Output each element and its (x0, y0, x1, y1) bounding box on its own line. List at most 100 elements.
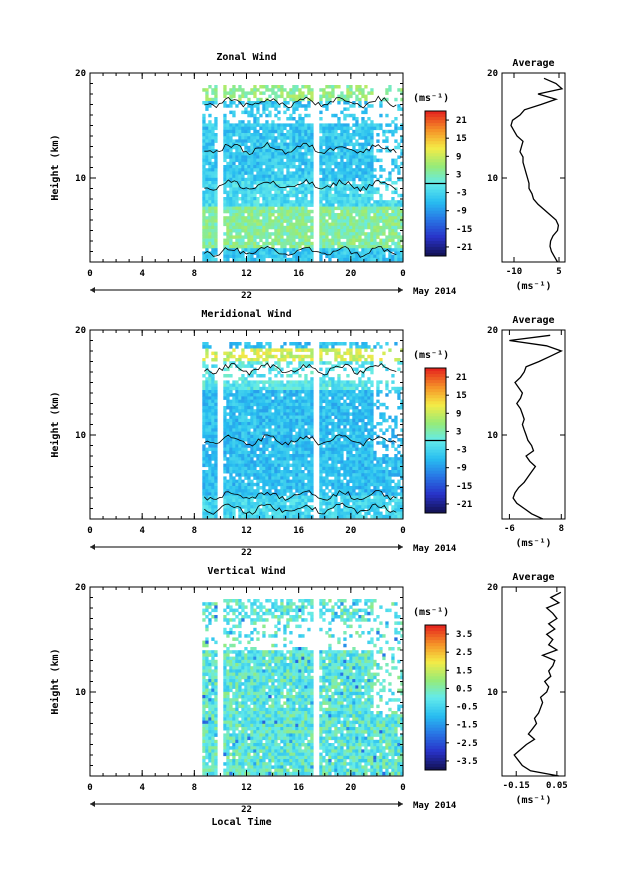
heatmap-cell (265, 88, 269, 92)
heatmap-cell (271, 390, 275, 394)
heatmap-cell (325, 466, 329, 471)
heatmap-cell (298, 222, 302, 227)
heatmap-cell (304, 505, 308, 509)
heatmap-cell (256, 187, 260, 191)
heatmap-cell (244, 498, 248, 503)
heatmap-cell (283, 225, 287, 230)
heatmap-cell (319, 165, 323, 169)
heatmap-cell (256, 184, 260, 188)
heatmap-cell (223, 219, 227, 223)
heatmap-cell (325, 94, 329, 99)
heatmap-cell (280, 418, 284, 423)
heatmap-cell (325, 181, 329, 185)
heatmap-cell (286, 241, 290, 246)
heatmap-cell (319, 431, 323, 436)
heatmap-cell (280, 415, 284, 420)
heatmap-cell (397, 107, 401, 111)
heatmap-cell (304, 248, 308, 252)
heatmap-cell (277, 184, 281, 188)
heatmap-cell (286, 457, 290, 461)
heatmap-cell (343, 171, 347, 175)
heatmap-cell (349, 203, 353, 207)
heatmap-cell (301, 139, 305, 143)
heatmap-cell (256, 229, 260, 233)
heatmap-cell (286, 361, 290, 365)
heatmap-cell (388, 85, 392, 89)
heatmap-cell (286, 393, 290, 397)
heatmap-cell (208, 390, 212, 394)
heatmap-cell (208, 418, 212, 423)
heatmap-cell (292, 94, 296, 99)
heatmap-cell (268, 213, 272, 217)
heatmap-cell (286, 422, 290, 426)
heatmap-cell (343, 168, 347, 172)
heatmap-cell (343, 251, 347, 255)
heatmap-cell (343, 402, 347, 407)
heatmap-cell (205, 104, 209, 108)
heatmap-cell (337, 348, 341, 352)
heatmap-cell (223, 498, 227, 503)
heatmap-cell (355, 187, 359, 191)
heatmap-cell (208, 406, 212, 410)
heatmap-cell (232, 489, 236, 493)
heatmap-cell (355, 171, 359, 175)
heatmap-cell (322, 177, 326, 182)
heatmap-cell (238, 431, 242, 436)
heatmap-cell (340, 171, 344, 175)
heatmap-cell (274, 187, 278, 191)
heatmap-cell (241, 110, 245, 115)
heatmap-cell (289, 97, 293, 102)
heatmap-cell (214, 393, 218, 397)
heatmap-cell (304, 85, 308, 89)
heatmap-cell (202, 415, 206, 420)
heatmap-cell (331, 174, 335, 179)
heatmap-cell (268, 431, 272, 436)
heatmap-cell (247, 120, 251, 124)
heatmap-cell (325, 418, 329, 423)
heatmap-cell (232, 508, 236, 512)
heatmap-cell (202, 171, 206, 175)
heatmap-cell (205, 482, 209, 487)
heatmap-cell (238, 177, 242, 182)
heatmap-cell (280, 498, 284, 503)
heatmap-cell (223, 361, 227, 365)
heatmap-cell (322, 222, 326, 227)
heatmap-cell (289, 422, 293, 426)
heatmap-cell (394, 145, 398, 150)
heatmap-cell (235, 257, 239, 262)
heatmap-cell (205, 406, 209, 410)
heatmap-cell (355, 161, 359, 166)
heatmap-cell (205, 133, 209, 137)
heatmap-cell (298, 168, 302, 172)
heatmap-cell (388, 254, 392, 259)
heatmap-cell (343, 161, 347, 166)
heatmap-cell (202, 101, 206, 105)
heatmap-cell (310, 129, 314, 134)
heatmap-cell (322, 502, 326, 506)
heatmap-cell (343, 418, 347, 423)
heatmap-cell (262, 402, 266, 407)
heatmap-cell (364, 213, 368, 217)
heatmap-cell (256, 351, 260, 356)
heatmap-cell (289, 444, 293, 448)
heatmap-cell (322, 450, 326, 455)
heatmap-cell (286, 219, 290, 223)
heatmap-cell (232, 219, 236, 223)
heatmap-cell (286, 409, 290, 413)
heatmap-cell (229, 508, 233, 512)
heatmap-cell (334, 142, 338, 147)
heatmap-cell (235, 181, 239, 185)
heatmap-cell (325, 396, 329, 400)
heatmap-cell (241, 351, 245, 356)
heatmap-cell (304, 441, 308, 445)
heatmap-cell (247, 425, 251, 429)
heatmap-cell (376, 219, 380, 223)
heatmap-cell (367, 171, 371, 175)
heatmap-cell (376, 203, 380, 207)
heatmap-cell (328, 514, 332, 519)
heatmap-cell (310, 406, 314, 410)
heatmap-cell (334, 206, 338, 211)
heatmap-cell (274, 447, 278, 452)
heatmap-cell (298, 431, 302, 436)
heatmap-cell (304, 486, 308, 490)
